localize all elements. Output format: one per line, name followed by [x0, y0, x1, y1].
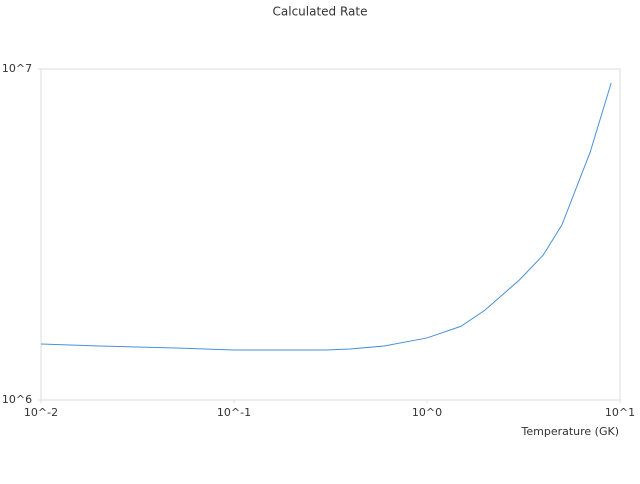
line — [40, 82, 612, 351]
y-tick-label: 10^6 — [2, 393, 32, 406]
x-tick-label: 10^1 — [605, 406, 635, 419]
x-tick-label: 10^-1 — [217, 406, 251, 419]
y-tick-label: 10^7 — [2, 62, 32, 75]
x-tick-label: 10^0 — [412, 406, 442, 419]
chart-title: Calculated Rate — [273, 5, 368, 19]
plot-frame — [40, 68, 621, 401]
x-tick-label: 10^-2 — [24, 406, 58, 419]
x-axis-label: Temperature (GK) — [521, 425, 620, 438]
